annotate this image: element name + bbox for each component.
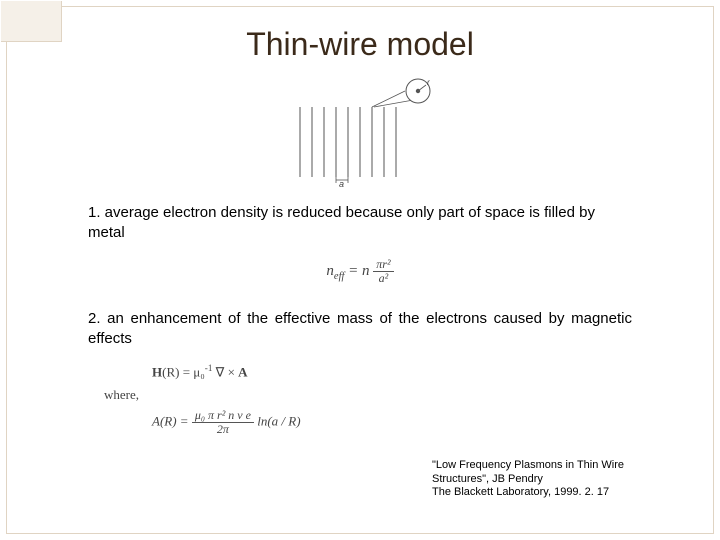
point-1-text: 1. average electron density is reduced b… <box>88 203 632 244</box>
equation-neff: neff = n πr² a² <box>40 258 680 285</box>
radius-label: r <box>427 78 430 87</box>
slide-title: Thin-wire model <box>40 26 680 63</box>
eq2-tail: ln(a / R) <box>257 413 300 428</box>
eq1-subscript: eff <box>334 271 345 282</box>
eq2-numerator: μ₀ π r² n v e <box>192 409 254 423</box>
eq1-numerator: πr² <box>373 258 393 272</box>
eq2-denominator: 2π <box>192 423 254 436</box>
equation-block-2: H(R) = μ₀-1 ∇ × A where, A(R) = μ₀ π r² … <box>104 363 680 436</box>
point-2-text: 2. an enhancement of the effective mass … <box>88 309 632 350</box>
citation-line-2: The Blackett Laboratory, 1999. 2. 17 <box>432 486 672 500</box>
eq2-where-label: where, <box>104 387 680 403</box>
eq2-lhs: A(R) = <box>152 413 189 428</box>
citation-block: "Low Frequency Plasmons in Thin Wire Str… <box>432 459 672 500</box>
spacing-label: a <box>339 179 344 187</box>
citation-line-1: "Low Frequency Plasmons in Thin Wire Str… <box>432 459 672 487</box>
wire-array-svg: a r <box>260 77 460 187</box>
slide: Thin-wire model a <box>0 0 720 540</box>
eq1-denominator: a² <box>373 272 393 285</box>
wire-array-diagram: a r <box>260 77 460 187</box>
